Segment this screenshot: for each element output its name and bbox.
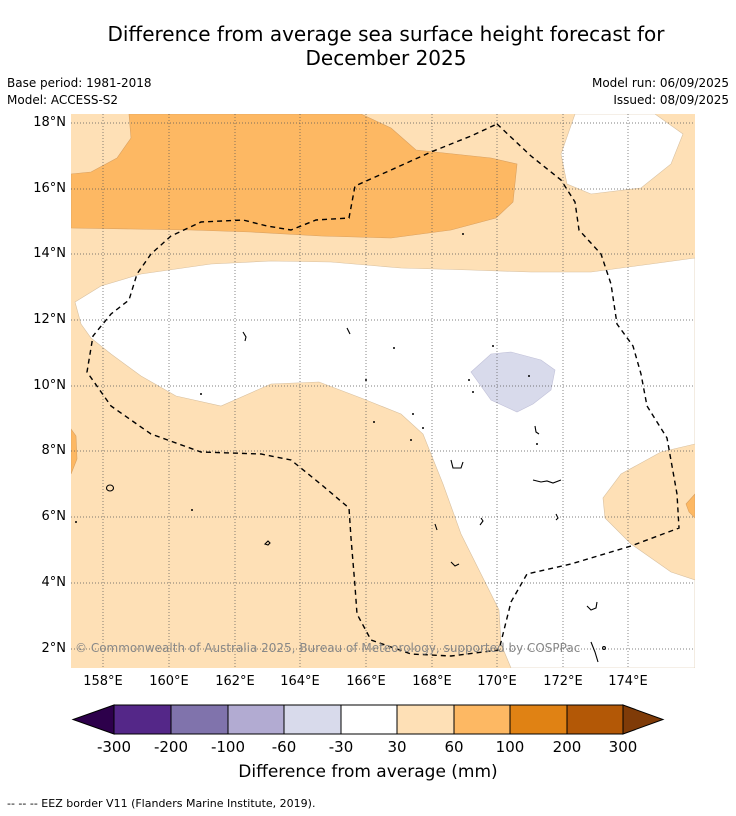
lon-label-170e: 170°E	[477, 674, 517, 689]
lat-label-12n: 12°N	[33, 312, 66, 327]
colorbar-tick-minus300: -300	[96, 738, 132, 756]
colorbar-swatch-60-100	[453, 704, 511, 735]
colorbar-tick-30: 30	[387, 738, 407, 756]
lon-label-160e: 160°E	[149, 674, 189, 689]
contour-patch-west	[71, 428, 78, 475]
colorbar-swatch-200-300	[566, 704, 624, 735]
sea-height-map	[71, 114, 695, 668]
lat-label-2n: 2°N	[41, 641, 67, 656]
lon-label-166e: 166°E	[346, 674, 386, 689]
meta-left: Base period: 1981-2018 Model: ACCESS-S2	[7, 75, 152, 109]
eez-footnote: -- -- -- EEZ border V11 (Flanders Marine…	[7, 797, 316, 810]
title-line-2: December 2025	[305, 46, 467, 70]
lon-label-174e: 174°E	[608, 674, 648, 689]
colorbar-swatch-100-200	[509, 704, 568, 735]
contour-60-100-north	[71, 114, 518, 239]
colorbar-tick-minus30: -30	[328, 738, 354, 756]
colorbar-swatch-above-300	[622, 704, 665, 735]
eez-border	[86, 123, 680, 657]
graticule	[71, 114, 695, 668]
colorbar-tick-minus60: -60	[271, 738, 297, 756]
lon-label-162e: 162°E	[215, 674, 255, 689]
island-dots	[75, 233, 538, 523]
contour-near-average-ne	[560, 114, 684, 195]
colorbar-tick-300: 300	[608, 738, 638, 756]
lat-label-10n: 10°N	[33, 378, 66, 393]
colorbar-swatch-30-60	[396, 704, 455, 735]
colorbar-swatch-minus300-minus200	[113, 704, 172, 735]
lon-label-158e: 158°E	[83, 674, 123, 689]
copyright-notice: © Commonwealth of Australia 2025, Bureau…	[75, 641, 581, 655]
map-title: Difference from average sea surface heig…	[40, 22, 732, 70]
title-line-1: Difference from average sea surface heig…	[107, 22, 665, 46]
model-run: Model run: 06/09/2025	[591, 76, 729, 90]
issued-date: Issued: 08/09/2025	[613, 93, 729, 107]
contour-negative-patch	[470, 351, 556, 413]
colorbar-tick-100: 100	[495, 738, 525, 756]
meta-right: Model run: 06/09/2025 Issued: 08/09/2025	[592, 75, 729, 109]
colorbar-swatch-minus30-30	[340, 704, 398, 735]
lat-label-4n: 4°N	[41, 575, 67, 590]
lat-label-18n: 18°N	[33, 115, 66, 130]
colorbar-tick-minus100: -100	[210, 738, 246, 756]
colorbar-tick-minus200: -200	[153, 738, 189, 756]
model-name: Model: ACCESS-S2	[7, 93, 119, 107]
lon-label-168e: 168°E	[412, 674, 452, 689]
colorbar-swatch-below-300	[71, 704, 115, 735]
colorbar-swatch-minus100-minus60	[227, 704, 285, 735]
lon-label-172e: 172°E	[543, 674, 583, 689]
colorbar-tick-60: 60	[444, 738, 464, 756]
colorbar	[71, 704, 665, 735]
colorbar-tick-200: 200	[552, 738, 582, 756]
lat-label-8n: 8°N	[41, 443, 67, 458]
lon-label-164e: 164°E	[280, 674, 320, 689]
lat-label-16n: 16°N	[33, 181, 66, 196]
contour-patch-east	[685, 493, 695, 519]
base-period: Base period: 1981-2018	[7, 76, 152, 90]
colorbar-title: Difference from average (mm)	[238, 762, 498, 782]
islands	[105, 327, 606, 663]
lat-label-14n: 14°N	[33, 246, 66, 261]
lat-label-6n: 6°N	[41, 509, 67, 524]
colorbar-swatch-minus60-minus30	[283, 704, 342, 735]
colorbar-swatch-minus200-minus100	[170, 704, 229, 735]
